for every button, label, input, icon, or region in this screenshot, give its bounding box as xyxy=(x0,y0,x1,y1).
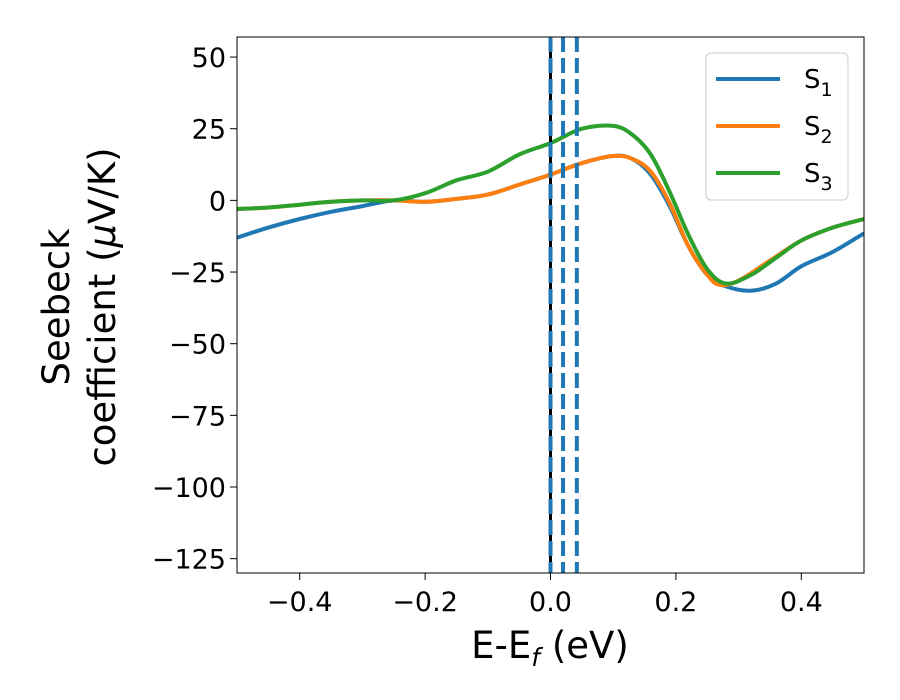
legend-label-s2: S2 xyxy=(804,112,833,148)
y-tick-label: −50 xyxy=(169,330,226,361)
y-tick-label: 50 xyxy=(192,43,226,74)
x-tick-label: −0.2 xyxy=(392,587,458,618)
y-tick-label: −100 xyxy=(152,473,226,504)
y-axis-label-line2: coefficient (μV/K) xyxy=(81,147,124,466)
x-axis-label-main: E-E xyxy=(471,624,531,667)
legend-label-main: S xyxy=(804,112,821,142)
y-axis-label-line2-pre: coefficient ( xyxy=(81,247,124,466)
legend-label-sub: 3 xyxy=(821,173,833,195)
x-tick-label: 0.0 xyxy=(529,587,572,618)
series-line-s3 xyxy=(237,123,864,286)
legend-label-sub: 1 xyxy=(821,79,833,101)
y-tick-label: −25 xyxy=(169,258,226,289)
x-axis-ticks: −0.4 −0.2 0.0 0.2 0.4 xyxy=(267,573,823,618)
x-tick-label: 0.4 xyxy=(780,587,823,618)
x-axis-label: E-Ef (eV) xyxy=(471,624,629,672)
y-axis-label: Seebeck coefficient (μV/K) xyxy=(35,147,124,466)
y-axis-label-line2-post: V/K) xyxy=(81,147,124,223)
legend-label-sub: 2 xyxy=(821,126,833,148)
x-tick-label: −0.4 xyxy=(267,587,333,618)
legend-label-main: S xyxy=(804,159,821,189)
series-layer xyxy=(237,123,864,293)
y-tick-label: 25 xyxy=(192,115,226,146)
x-axis-label-tail: (eV) xyxy=(540,624,629,667)
legend-label-main: S xyxy=(804,65,821,95)
y-tick-label: −125 xyxy=(152,545,226,576)
y-tick-label: −75 xyxy=(169,401,226,432)
y-axis-label-line1: Seebeck xyxy=(35,228,78,386)
legend-label-s3: S3 xyxy=(804,159,833,195)
legend-label-s1: S1 xyxy=(804,65,833,101)
y-axis-ticks: 50 25 0 −25 −50 −75 −100 −125 xyxy=(152,43,237,576)
y-axis-label-mu: μ xyxy=(81,224,124,249)
y-tick-label: 0 xyxy=(209,186,226,217)
x-tick-label: 0.2 xyxy=(654,587,697,618)
vertical-line-layer xyxy=(548,37,579,573)
